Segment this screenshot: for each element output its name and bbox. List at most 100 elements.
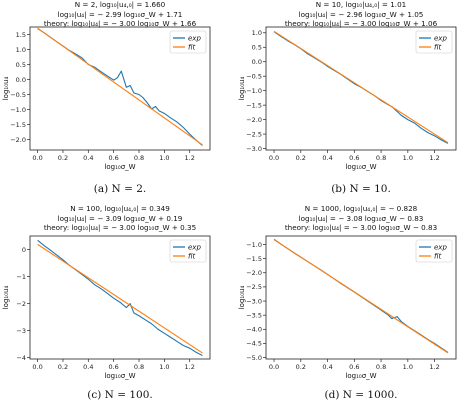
x-tick-label: 0.4: [322, 363, 332, 371]
y-tick-label: −2.0: [246, 269, 262, 277]
y-tick-label: −4.5: [246, 340, 262, 348]
x-axis-label: log₁₀σ_W: [345, 372, 376, 380]
y-tick-label: −2.0: [246, 116, 262, 124]
series-line-fit: [37, 27, 203, 146]
y-tick-label: −1.5: [246, 101, 262, 109]
x-tick-label: 0.2: [296, 363, 306, 371]
x-tick-label: 1.0: [403, 363, 413, 371]
plot-frame: [265, 26, 457, 151]
y-tick-label: −1.0: [246, 241, 262, 249]
y-tick-label: −3.0: [246, 297, 262, 305]
x-tick-label: 1.2: [429, 154, 439, 162]
y-tick-label: 0.0: [16, 76, 26, 84]
x-tick-label: 0.0: [269, 363, 279, 371]
y-tick-label: −4.0: [246, 326, 262, 334]
panel-caption: (c) N = 100.: [87, 389, 152, 401]
y-tick-label: −1.0: [10, 106, 26, 114]
x-tick-label: 0.4: [83, 363, 93, 371]
chart-title-line: N = 2, log₁₀|u₄,₀| = 1.660: [75, 0, 166, 9]
plot-frame: [29, 26, 211, 151]
y-tick-label: −2.5: [246, 283, 262, 291]
legend-label-exp: exp: [434, 243, 447, 251]
y-tick-label: −1: [16, 273, 26, 281]
x-tick-label: 0.8: [134, 363, 144, 371]
x-tick-label: 0.0: [269, 154, 279, 162]
panel-caption: (b) N = 10.: [331, 183, 391, 195]
legend-label-fit: fit: [434, 252, 442, 260]
x-tick-label: 0.6: [108, 363, 118, 371]
x-tick-label: 0.4: [83, 154, 93, 162]
chart-title-line: theory: log₁₀|u₄| = − 3.00 log₁₀σ_W − 0.…: [285, 223, 437, 232]
chart-title-line: theory: log₁₀|u₄| = − 3.00 log₁₀σ_W + 0.…: [44, 223, 196, 232]
y-axis-label: log₁₀u₄: [2, 77, 10, 101]
x-tick-label: 0.6: [349, 363, 359, 371]
y-tick-label: −2: [16, 300, 26, 308]
x-tick-label: 0.8: [376, 363, 386, 371]
legend-label-exp: exp: [188, 243, 201, 251]
chart-title-line: N = 10, log₁₀|u₄,₀| = 1.01: [316, 0, 406, 9]
x-tick-label: 0.4: [322, 154, 332, 162]
panel-d: N = 1000, log₁₀|u₄,₀| = − 0.828log₁₀|u₄|…: [238, 204, 457, 401]
y-tick-label: −4: [16, 354, 26, 362]
plot-frame: [265, 235, 457, 360]
x-tick-label: 0.8: [134, 154, 144, 162]
x-tick-label: 0.6: [108, 154, 118, 162]
x-axis-label: log₁₀σ_W: [345, 163, 376, 171]
y-tick-label: −2.5: [246, 130, 262, 138]
x-tick-label: 0.0: [32, 154, 42, 162]
x-tick-label: 0.0: [32, 363, 42, 371]
y-axis-label: log₁₀u₄: [238, 77, 246, 101]
x-tick-label: 0.2: [58, 154, 68, 162]
x-tick-label: 1.2: [185, 363, 195, 371]
panel-caption: (d) N = 1000.: [325, 389, 398, 401]
y-tick-label: −0.5: [10, 91, 26, 99]
x-tick-label: 1.2: [185, 154, 195, 162]
chart-title-line: log₁₀|u₄| = − 2.96 log₁₀σ_W + 1.05: [299, 10, 424, 19]
legend-label-fit: fit: [188, 252, 196, 260]
x-tick-label: 0.6: [349, 154, 359, 162]
y-tick-label: 0.5: [252, 44, 262, 52]
series-line-exp: [37, 239, 203, 356]
plot-frame: [29, 235, 211, 360]
series-line-fit: [273, 239, 449, 354]
x-tick-label: 1.0: [159, 363, 169, 371]
y-tick-label: 1.5: [16, 31, 26, 39]
y-tick-label: −1.5: [246, 255, 262, 263]
chart-title-line: log₁₀|u₄| = − 3.09 log₁₀σ_W + 0.19: [58, 214, 183, 223]
y-tick-label: −3.0: [246, 145, 262, 153]
x-tick-label: 1.0: [159, 154, 169, 162]
x-axis-label: log₁₀σ_W: [104, 163, 135, 171]
chart-title-line: N = 100, log₁₀|u₄,₀| = 0.349: [70, 204, 170, 213]
y-tick-label: −2.0: [10, 136, 26, 144]
y-tick-label: −3: [16, 327, 26, 335]
y-tick-label: 0.0: [252, 58, 262, 66]
y-tick-label: 0: [22, 246, 26, 254]
y-tick-label: −1.0: [246, 87, 262, 95]
chart-title-line: log₁₀|u₄| = − 3.08 log₁₀σ_W − 0.83: [299, 214, 424, 223]
legend-label-fit: fit: [434, 43, 442, 51]
legend-label-exp: exp: [434, 34, 447, 42]
y-tick-label: −3.5: [246, 311, 262, 319]
panel-caption: (a) N = 2.: [94, 183, 146, 195]
chart-title-line: N = 1000, log₁₀|u₄,₀| = − 0.828: [305, 204, 418, 213]
y-tick-label: 1.0: [16, 46, 26, 54]
x-tick-label: 0.2: [58, 363, 68, 371]
x-tick-label: 1.2: [429, 363, 439, 371]
y-axis-label: log₁₀u₄: [2, 286, 10, 310]
chart-title-line: log₁₀|u₄| = − 2.99 log₁₀σ_W + 1.71: [58, 10, 183, 19]
y-axis-label: log₁₀u₄: [238, 286, 246, 310]
chart-title-line: theory: log₁₀|u₄| = − 3.00 log₁₀σ_W + 1.…: [44, 19, 197, 28]
y-tick-label: −1.5: [10, 121, 26, 129]
y-tick-label: 1.0: [252, 29, 262, 37]
legend-label-fit: fit: [188, 43, 196, 51]
x-tick-label: 0.8: [376, 154, 386, 162]
y-tick-label: −5.0: [246, 354, 262, 362]
y-tick-label: 0.5: [16, 61, 26, 69]
